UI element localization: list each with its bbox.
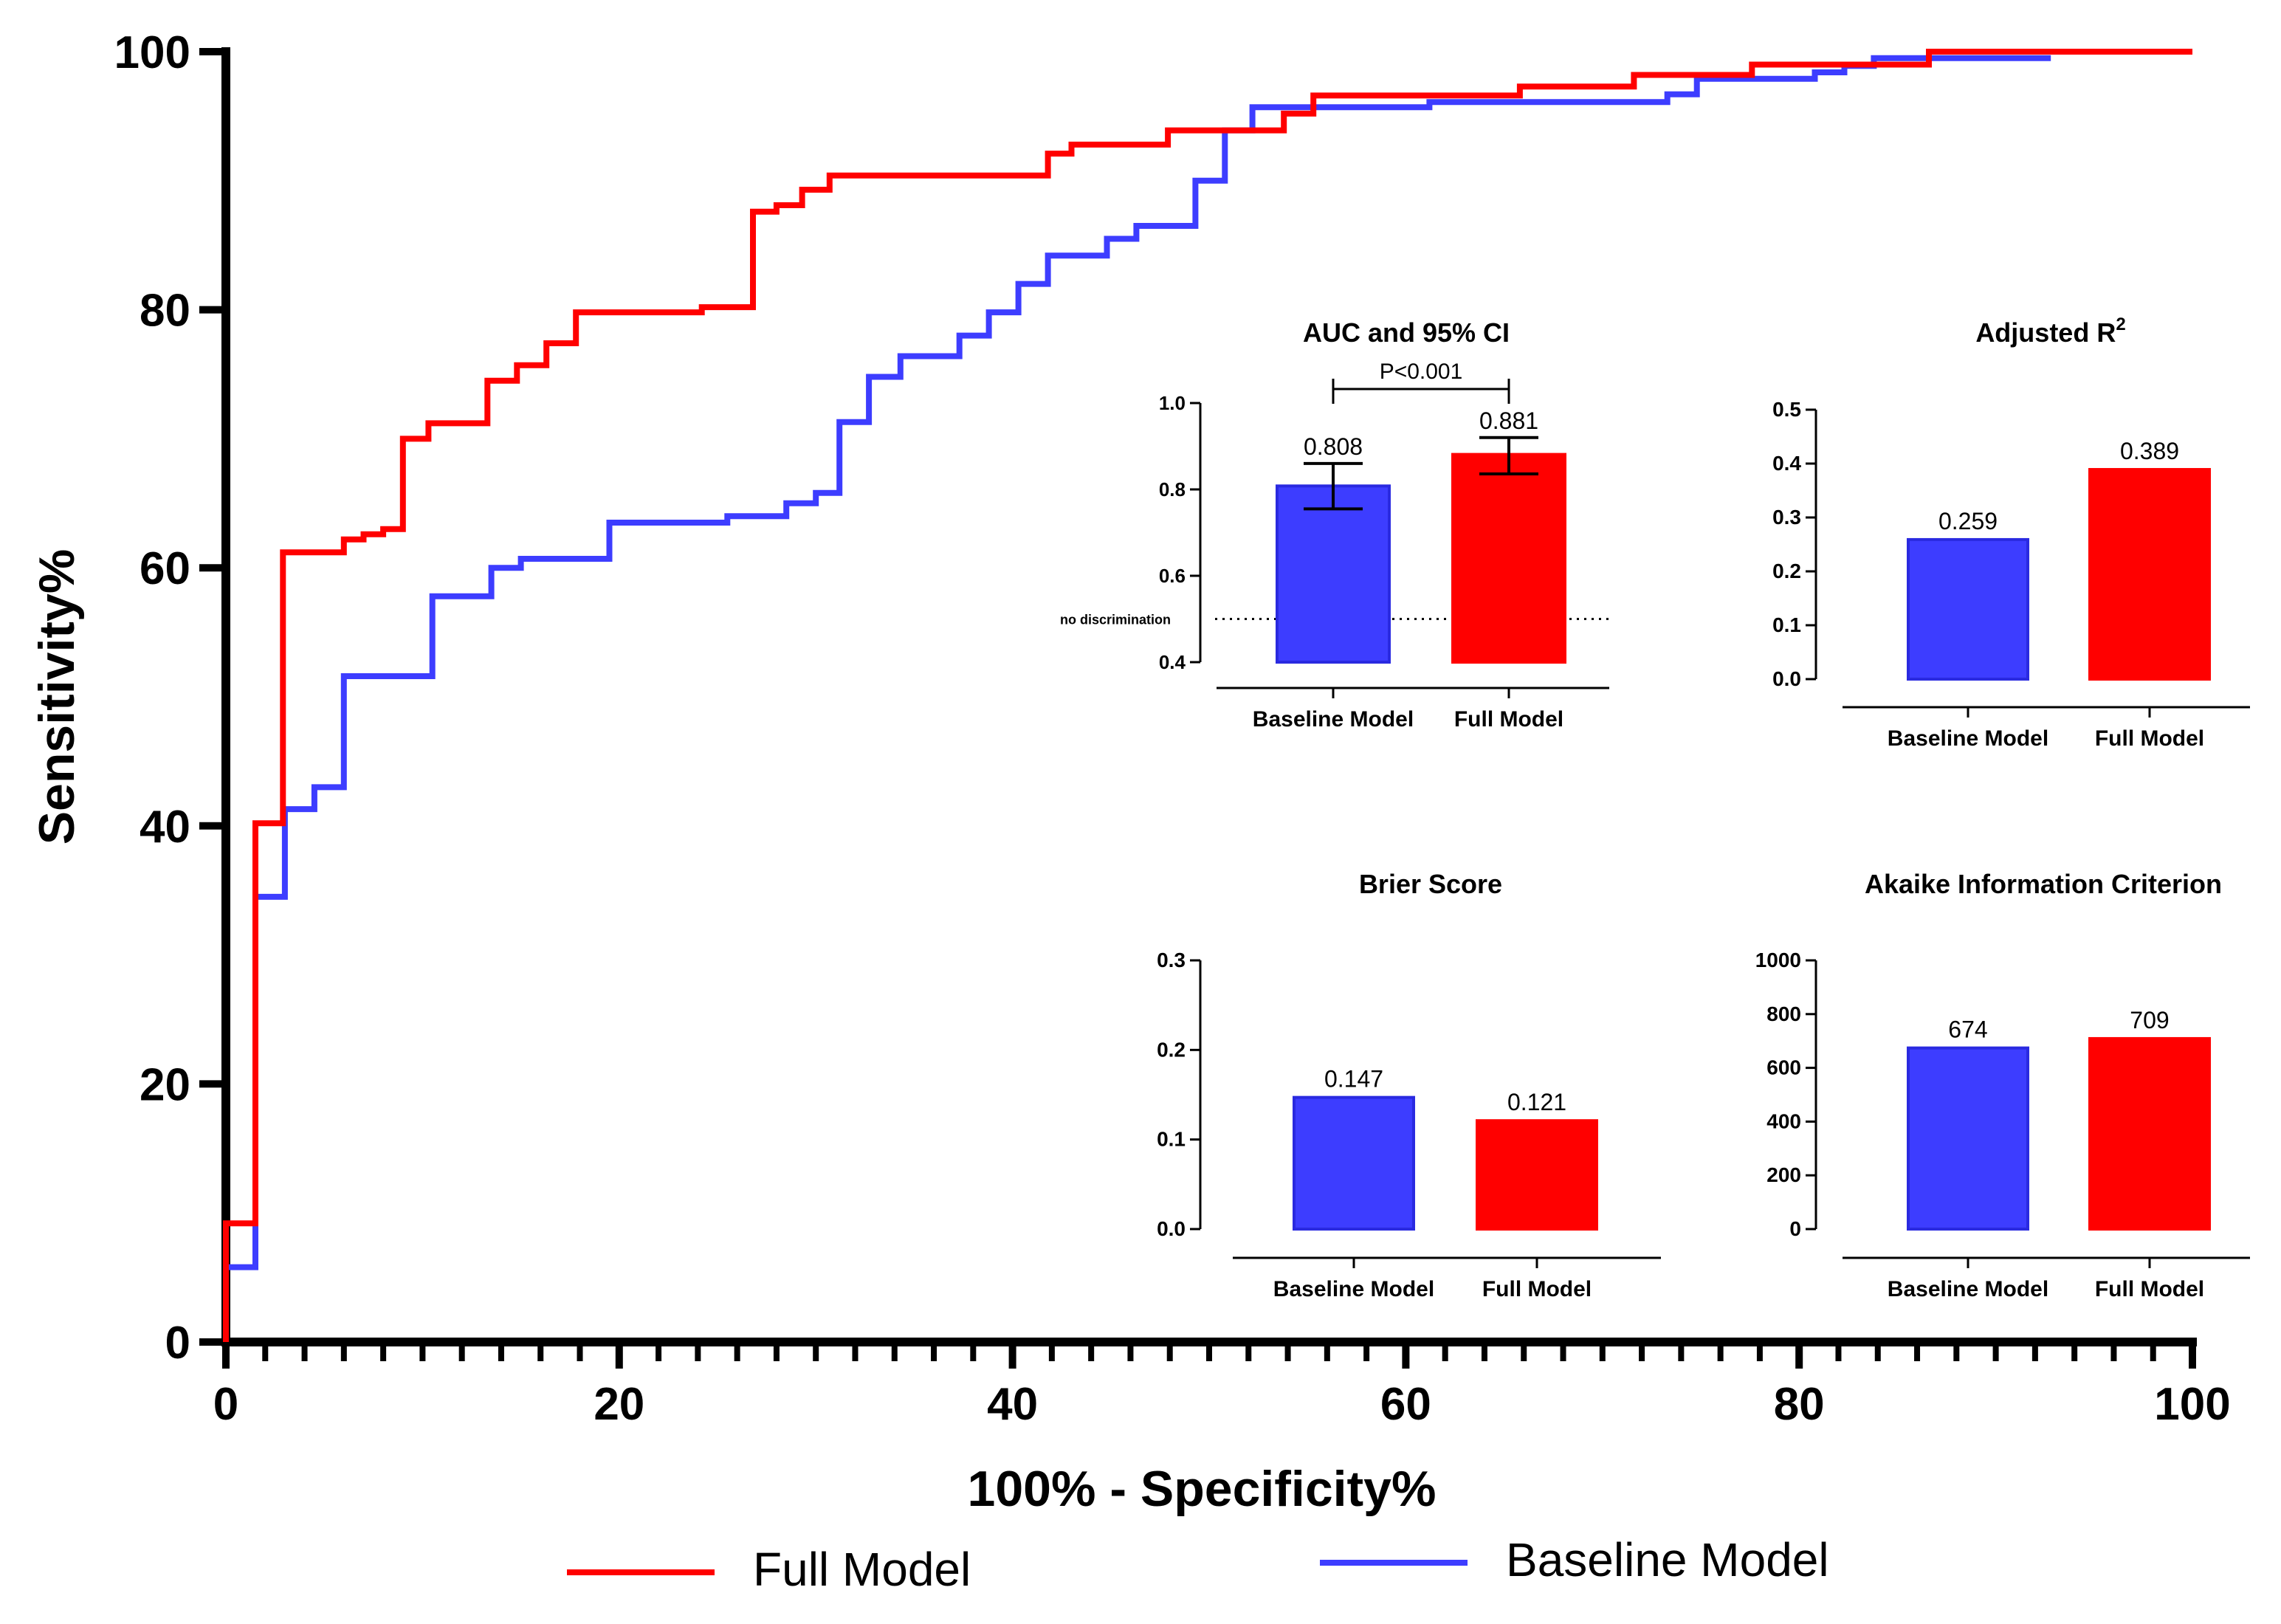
inset-y-tick-label: 1.0 xyxy=(1159,392,1186,414)
inset-y-tick-label: 0.2 xyxy=(1772,560,1801,582)
y-tick-label: 40 xyxy=(140,802,190,853)
inset-x-tick-label: Baseline Model xyxy=(1888,726,2048,751)
y-tick-label: 100 xyxy=(114,27,190,78)
inset-y-tick-label: 0.2 xyxy=(1157,1038,1186,1061)
bar-value-label: 0.881 xyxy=(1479,407,1538,434)
bar xyxy=(1451,453,1566,664)
inset-y-tick-label: 0.1 xyxy=(1772,613,1801,636)
inset-y-tick-label: 0 xyxy=(1789,1217,1801,1240)
bar xyxy=(1907,537,2029,681)
bar-value-label: 709 xyxy=(2130,1007,2169,1033)
inset-y-tick-label: 0.5 xyxy=(1772,398,1801,421)
y-tick-label: 60 xyxy=(140,543,190,594)
legend: Full Model Baseline Model xyxy=(567,1533,1829,1596)
x-tick-label: 100 xyxy=(2154,1379,2230,1430)
inset-y-tick-label: 0.3 xyxy=(1772,506,1801,529)
inset-title: Adjusted R2 xyxy=(1975,314,2125,348)
inset-y-tick-label: 0.4 xyxy=(1772,452,1801,475)
inset-y-tick-label: 800 xyxy=(1766,1002,1801,1025)
inset-y-tick-label: 600 xyxy=(1766,1056,1801,1079)
inset-y-tick-label: 400 xyxy=(1766,1109,1801,1132)
bar xyxy=(2088,1036,2211,1231)
inset-y-tick-label: 0.0 xyxy=(1157,1217,1186,1240)
legend-label-baseline: Baseline Model xyxy=(1506,1533,1829,1586)
y-tick-label: 20 xyxy=(140,1059,190,1110)
inset-y-tick-label: 1000 xyxy=(1755,949,1801,971)
x-tick-label: 80 xyxy=(1774,1379,1825,1430)
title-superscript: 2 xyxy=(2116,314,2125,334)
inset-y-tick-label: 0.4 xyxy=(1159,651,1186,673)
legend-label-full: Full Model xyxy=(753,1543,971,1596)
inset-title: Brier Score xyxy=(1359,869,1502,899)
inset-y-tick-label: 0.1 xyxy=(1157,1128,1186,1151)
brier-score-inset: Brier Score 0.0 0.1 0.2 0.3 0.147 0.121 Baselin… xyxy=(1157,869,1661,1301)
bar xyxy=(1293,1095,1415,1231)
bar-value-label: 0.121 xyxy=(1507,1089,1566,1115)
x-tick-label: 60 xyxy=(1380,1379,1431,1430)
bar xyxy=(1476,1119,1598,1231)
inset-y-tick-label: 200 xyxy=(1766,1163,1801,1186)
bar xyxy=(1276,484,1391,664)
inset-y-tick-label: 0.6 xyxy=(1159,565,1186,587)
significance-label: P<0.001 xyxy=(1380,359,1463,384)
inset-x-tick-label: Full Model xyxy=(2095,1277,2204,1301)
bar-value-label: 0.808 xyxy=(1304,433,1363,460)
x-tick-label: 0 xyxy=(213,1379,238,1430)
x-tick-label: 40 xyxy=(987,1379,1038,1430)
y-axis-label: Sensitivity% xyxy=(29,549,85,845)
inset-x-tick-label: Baseline Model xyxy=(1253,707,1414,732)
inset-x-tick-label: Baseline Model xyxy=(1273,1277,1434,1301)
series-line-full-model xyxy=(223,49,2192,1342)
inset-x-tick-label: Full Model xyxy=(2095,726,2204,751)
inset-x-tick-label: Full Model xyxy=(1482,1277,1592,1301)
auc-inset: AUC and 95% CI 0.4 0.6 0.8 1.0 no discriminat… xyxy=(1060,317,1609,732)
inset-y-tick-label: 0.0 xyxy=(1772,667,1801,690)
bar-value-label: 0.259 xyxy=(1938,508,1998,534)
inset-y-tick-label: 0.3 xyxy=(1157,949,1186,971)
y-tick-label: 0 xyxy=(165,1318,190,1369)
series-line-baseline-model xyxy=(223,55,2051,1342)
x-axis-label: 100% - Specificity% xyxy=(968,1461,1437,1517)
y-tick-label: 80 xyxy=(140,286,190,337)
inset-x-tick-label: Full Model xyxy=(1454,707,1563,732)
bar xyxy=(2088,468,2211,681)
adjusted-r2-inset: Adjusted R2 0.0 0.1 0.2 0.3 0.4 0.5 0.259 0.389 B… xyxy=(1772,314,2250,751)
bar xyxy=(1907,1046,2029,1231)
inset-title: AUC and 95% CI xyxy=(1303,317,1510,348)
aic-inset: Akaike Information Criterion 0 200 400 600 80… xyxy=(1755,869,2250,1301)
inset-title: Akaike Information Criterion xyxy=(1865,869,2222,899)
inset-x-tick-label: Baseline Model xyxy=(1888,1277,2048,1301)
inset-y-tick-label: 0.8 xyxy=(1159,478,1186,500)
bar-value-label: 674 xyxy=(1948,1016,1987,1043)
bar-value-label: 0.147 xyxy=(1324,1066,1383,1093)
reference-line-label: no discrimination xyxy=(1060,613,1171,627)
x-tick-label: 20 xyxy=(594,1379,644,1430)
bar-value-label: 0.389 xyxy=(2120,438,2179,464)
